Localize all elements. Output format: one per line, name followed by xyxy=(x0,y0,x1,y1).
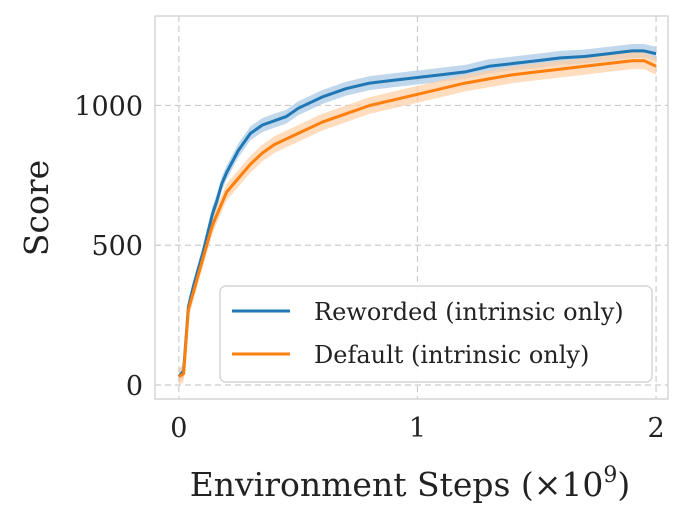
legend-frame xyxy=(219,285,653,383)
x-tick-label: 2 xyxy=(647,413,664,444)
y-axis-label: Score xyxy=(17,160,56,256)
confidence-band-default xyxy=(178,52,657,386)
x-axis-label: Environment Steps (×109) xyxy=(190,463,631,504)
x-tick-label: 1 xyxy=(409,413,426,444)
legend: Reworded (intrinsic only) Default (intri… xyxy=(219,285,653,383)
x-tick-label: 0 xyxy=(170,413,187,444)
y-tick-label: 500 xyxy=(91,231,143,262)
series-line-default xyxy=(178,59,657,378)
plot-frame xyxy=(154,15,669,400)
series-line-reworded xyxy=(177,49,657,378)
legend-label-reworded: Reworded (intrinsic only) xyxy=(314,298,624,326)
confidence-bands xyxy=(178,44,657,386)
legend-label-default: Default (intrinsic only) xyxy=(314,341,589,369)
series-lines xyxy=(177,49,657,378)
y-tick-label: 1000 xyxy=(74,91,143,122)
y-tick-label: 0 xyxy=(126,371,143,402)
ticks: 0 1 2 0 500 1000 xyxy=(74,91,664,444)
